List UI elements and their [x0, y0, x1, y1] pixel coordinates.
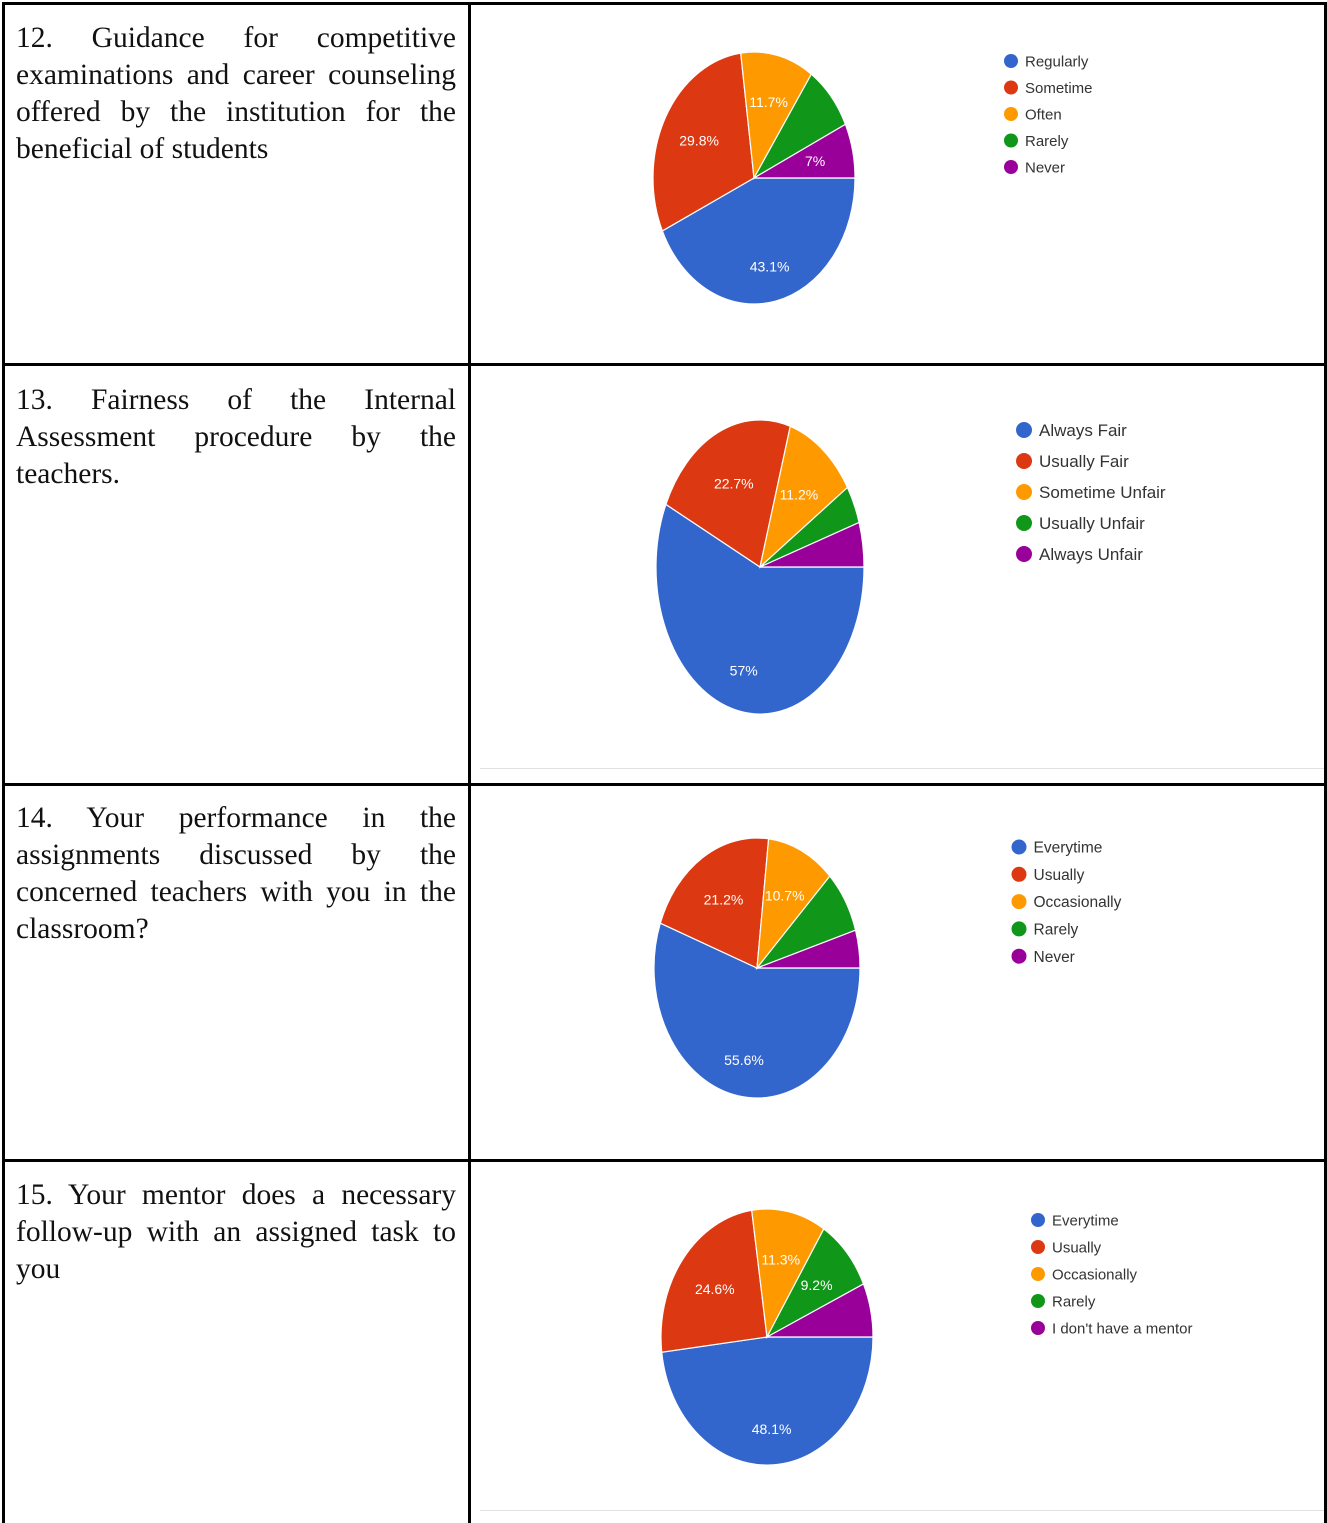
- legend-label: Everytime: [1052, 1212, 1119, 1229]
- slice-data-label: 48.1%: [752, 1421, 792, 1437]
- slice-data-label: 21.2%: [704, 891, 744, 907]
- legend-label: I don't have a mentor: [1052, 1320, 1192, 1337]
- legend-swatch: [1016, 515, 1032, 531]
- legend-label: Always Fair: [1039, 421, 1127, 440]
- table-rule: [2, 783, 1327, 786]
- legend-swatch: [1011, 948, 1027, 964]
- legend-swatch: [1004, 80, 1018, 95]
- pie-chart: 55.6% 21.2% 10.7% Everytime Usually Occasiona…: [471, 786, 1324, 1159]
- slice-data-label: 57%: [730, 662, 758, 678]
- pie-slice-sometime-unfair: [759, 425, 849, 569]
- slice-data-label: 10.7%: [765, 887, 805, 903]
- legend-swatch: [1031, 1321, 1045, 1335]
- pie-slice-never: [756, 929, 861, 969]
- legend-label: Usually Unfair: [1039, 514, 1145, 533]
- pie-slice-usually-fair: [665, 419, 791, 568]
- pie-slice-never: [751, 123, 856, 179]
- legend-swatch: [1011, 921, 1027, 937]
- slice-data-label: 24.6%: [695, 1281, 735, 1297]
- legend-label: Usually: [1052, 1239, 1102, 1256]
- pie-slice-often: [740, 51, 813, 180]
- chart-divider: [480, 1510, 1324, 1511]
- legend-swatch: [1016, 453, 1032, 469]
- question-text: 14. Your performance in the assignments …: [16, 802, 456, 945]
- legend-label: Occasionally: [1034, 894, 1122, 911]
- slice-data-label: 7%: [805, 153, 825, 169]
- legend-label: Regularly: [1025, 53, 1089, 70]
- pie-slice-occasionally: [751, 1208, 825, 1339]
- legend-label: Always Unfair: [1039, 545, 1143, 564]
- legend-swatch: [1031, 1240, 1045, 1254]
- legend-swatch: [1031, 1213, 1045, 1227]
- slice-data-label: 55.6%: [724, 1052, 764, 1068]
- slice-data-label: 11.7%: [749, 94, 788, 110]
- slice-data-label: 22.7%: [714, 476, 754, 492]
- pie-chart: 48.1% 24.6% 11.3% 9.2% Everytime Usually Occas…: [471, 1162, 1324, 1510]
- slice-data-label: 43.1%: [750, 259, 790, 275]
- pie-slice-always-fair: [655, 503, 865, 715]
- legend-swatch: [1004, 133, 1018, 148]
- legend-label: Occasionally: [1052, 1266, 1138, 1283]
- pie-slice-always-unfair: [759, 521, 865, 568]
- legend-label: Rarely: [1034, 921, 1079, 938]
- pie-slice-occasionally: [756, 838, 831, 970]
- pie-chart: 57% 22.7% 11.2% Always Fair Usually Fair Some…: [471, 366, 1324, 768]
- legend-swatch: [1016, 546, 1032, 562]
- table-rule: [2, 2, 1327, 5]
- legend-label: Rarely: [1025, 133, 1069, 150]
- question-text: 12. Guidance for competitive examination…: [16, 22, 456, 165]
- legend-label: Sometime: [1025, 80, 1093, 97]
- legend-label: Usually: [1034, 867, 1085, 884]
- legend-swatch: [1004, 160, 1018, 174]
- chart-divider: [480, 768, 1324, 769]
- legend-label: Never: [1034, 949, 1075, 966]
- legend-label: Everytime: [1034, 840, 1103, 857]
- legend-swatch: [1011, 866, 1027, 882]
- pie-slice-i-don-t-have-a-mentor: [766, 1283, 874, 1338]
- legend-swatch: [1016, 484, 1032, 500]
- table-rule: [2, 363, 1327, 366]
- table-rule: [2, 1159, 1327, 1162]
- question-text: 13. Fairness of the Internal Assessment …: [16, 384, 456, 490]
- pie-slice-usually: [660, 1209, 768, 1353]
- legend-label: Often: [1025, 106, 1062, 123]
- slice-data-label: 29.8%: [679, 132, 719, 148]
- legend-label: Never: [1025, 159, 1065, 176]
- legend-label: Usually Fair: [1039, 452, 1129, 471]
- legend-swatch: [1004, 107, 1018, 121]
- legend-label: Rarely: [1052, 1293, 1096, 1310]
- pie-slice-everytime: [653, 922, 861, 1099]
- table-rule: [1324, 2, 1327, 1523]
- slice-data-label: 11.3%: [761, 1251, 800, 1267]
- pie-slice-regularly: [661, 177, 856, 305]
- legend-swatch: [1011, 839, 1027, 855]
- legend-swatch: [1011, 894, 1027, 910]
- pie-chart: 43.1% 29.8% 11.7% 7% Regularly Sometime Often R…: [471, 5, 1324, 363]
- pie-slice-sometime: [652, 52, 755, 232]
- legend-swatch: [1031, 1294, 1045, 1308]
- legend-swatch: [1004, 54, 1018, 68]
- legend-label: Sometime Unfair: [1039, 483, 1166, 502]
- table-rule: [468, 2, 471, 1523]
- legend-swatch: [1016, 422, 1032, 438]
- table-rule: [2, 2, 5, 1523]
- legend-swatch: [1031, 1267, 1045, 1281]
- slice-data-label: 9.2%: [801, 1277, 833, 1293]
- question-text: 15. Your mentor does a necessary follow-…: [16, 1179, 456, 1285]
- pie-slice-everytime: [661, 1336, 874, 1466]
- pie-slice-usually: [659, 837, 770, 969]
- slice-data-label: 11.2%: [780, 486, 819, 502]
